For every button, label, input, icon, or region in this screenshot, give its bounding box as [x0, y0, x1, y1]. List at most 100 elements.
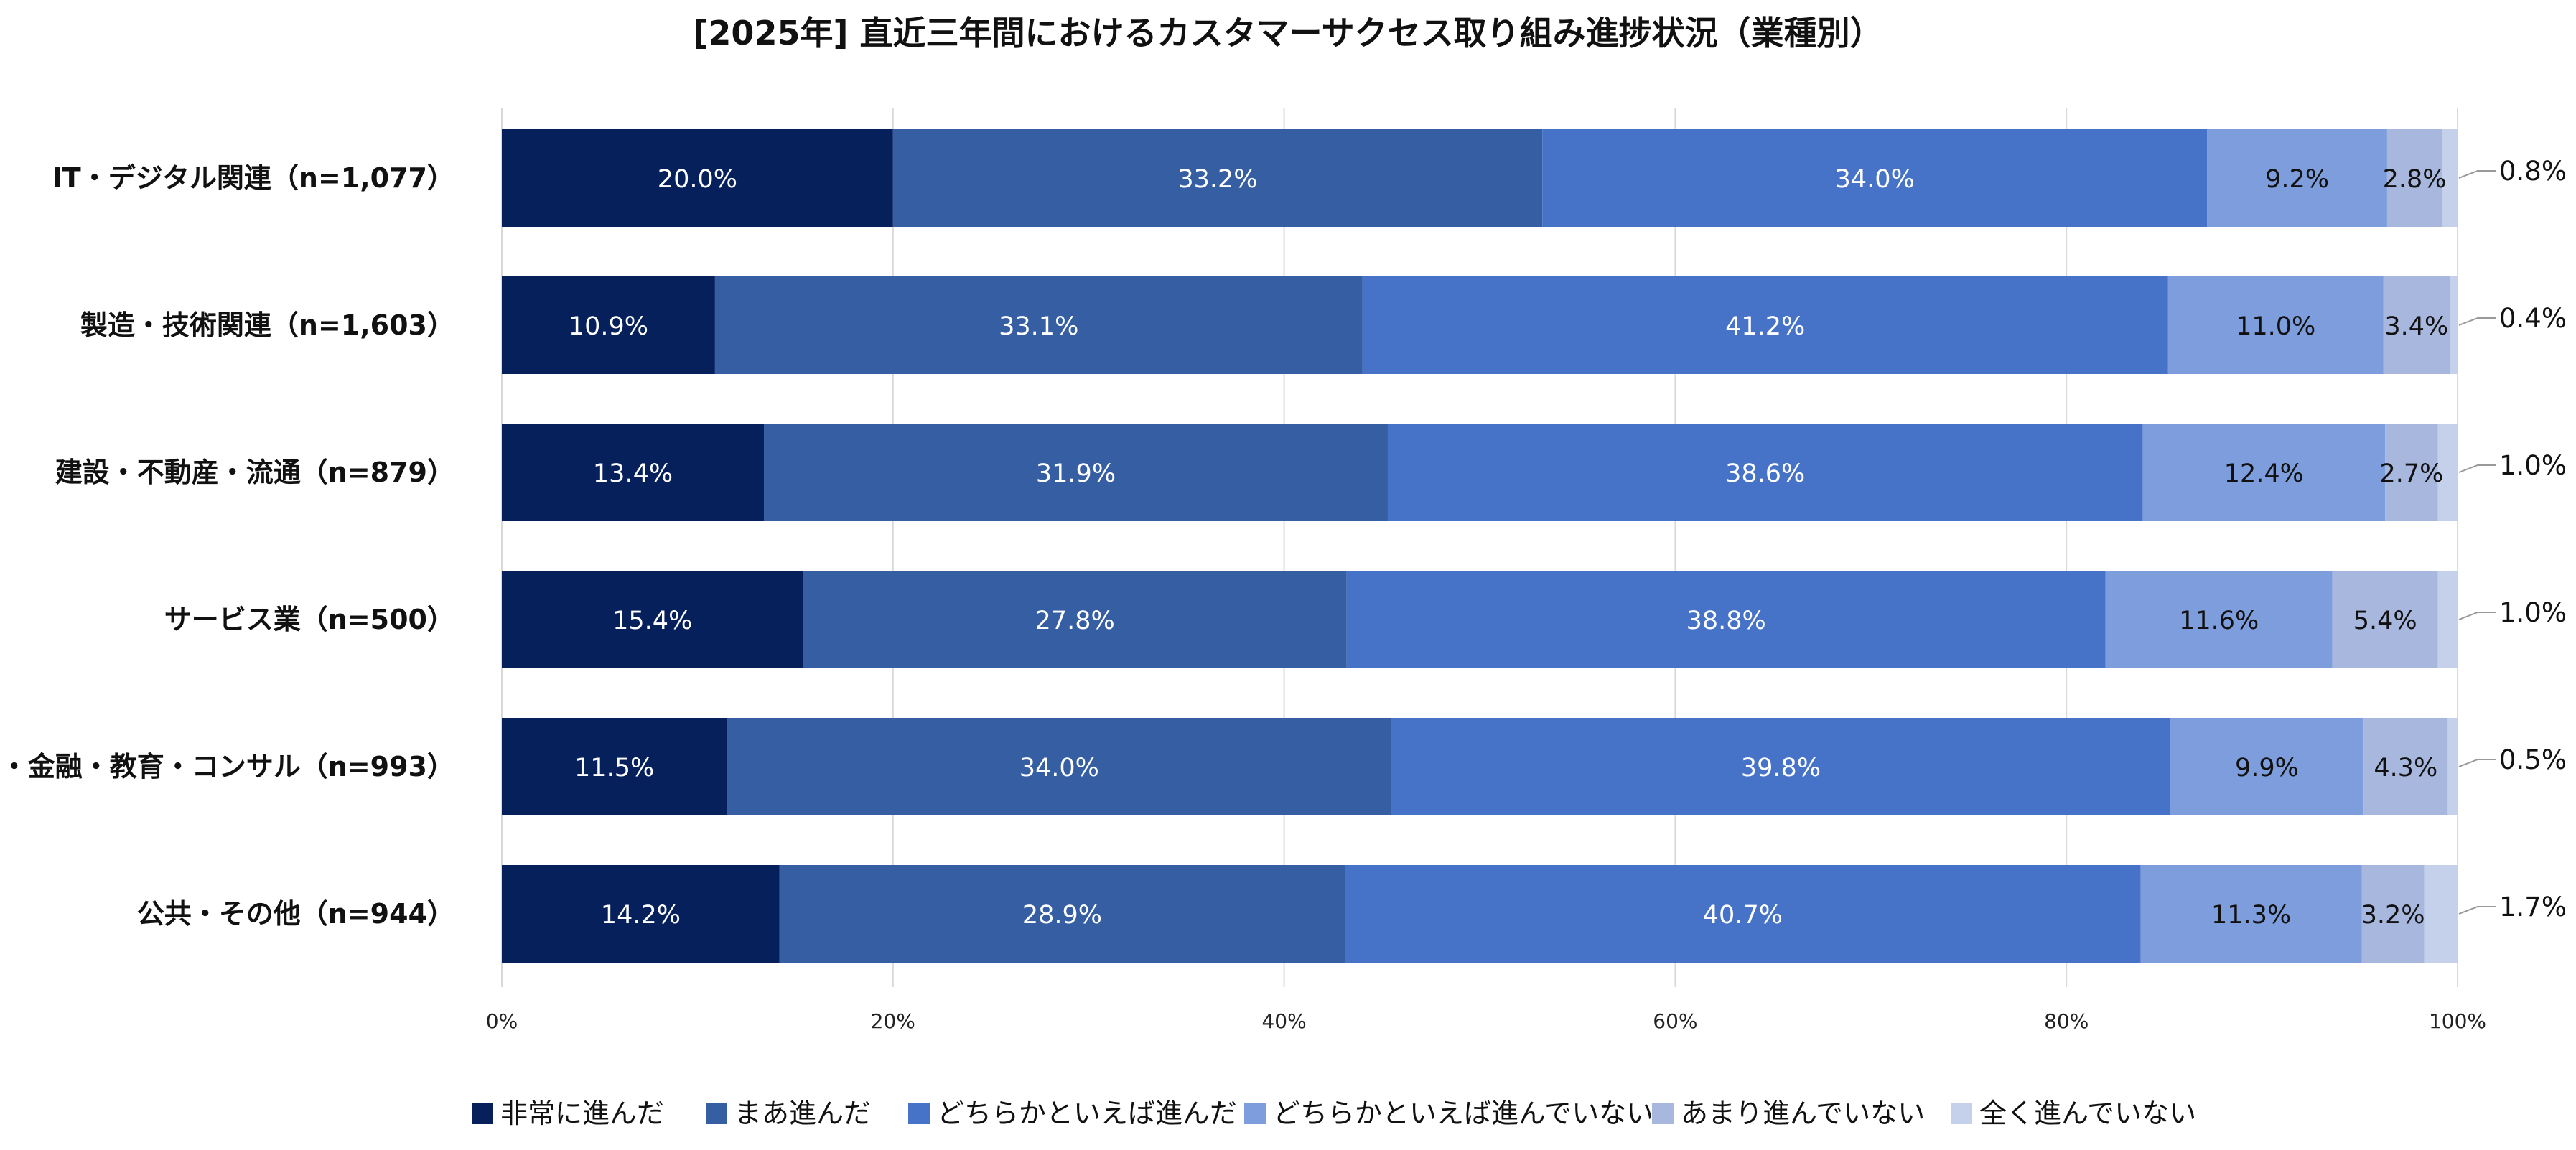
- data-label: 11.6%: [2179, 607, 2259, 635]
- data-label: 40.7%: [1703, 901, 1783, 930]
- bar-segment: [2207, 129, 2387, 227]
- category-label: 人材・金融・教育・コンサル（n=993）: [0, 751, 454, 782]
- data-label: 34.0%: [1835, 165, 1915, 194]
- bar-segment: [2361, 865, 2425, 963]
- bar-segment: [2437, 571, 2458, 668]
- x-tick-label: 80%: [2044, 1009, 2089, 1033]
- bar-segment: [2170, 718, 2364, 815]
- data-label: 38.6%: [1725, 459, 1805, 488]
- x-tick-label: 20%: [871, 1009, 915, 1033]
- bar-segment: [502, 718, 727, 815]
- bar-segment: [1387, 424, 2143, 521]
- data-label: 0.8%: [2499, 156, 2567, 187]
- legend-label: 全く進んでいない: [1979, 1098, 2196, 1129]
- data-label: 27.8%: [1035, 607, 1115, 635]
- category-label: IT・デジタル関連（n=1,077）: [52, 162, 454, 194]
- data-label: 38.8%: [1686, 607, 1766, 635]
- data-label: 2.7%: [2380, 459, 2444, 488]
- bar-segment: [1391, 718, 2170, 815]
- bar-segment: [1362, 276, 2168, 374]
- data-label: 0.5%: [2499, 744, 2567, 775]
- data-label: 33.1%: [999, 312, 1078, 341]
- data-label: 3.4%: [2384, 312, 2448, 341]
- bar-segment: [502, 129, 893, 227]
- chart-title: [2025年] 直近三年間におけるカスタマーサクセス取り組み進捗状況（業種別）: [693, 14, 1882, 52]
- data-labels: IT・デジタル関連（n=1,077） 20.0% 33.2% 34.0% 9.2% 2.8…: [0, 156, 2567, 930]
- bar-segment: [714, 276, 1363, 374]
- legend-label: あまり進んでいない: [1681, 1098, 1925, 1129]
- legend-swatch: [1244, 1103, 1266, 1124]
- data-label: 2.8%: [2383, 165, 2447, 194]
- leader-line: [2458, 170, 2496, 179]
- bar-segment: [892, 129, 1543, 227]
- x-axis: 0% 20% 40% 60% 80% 100%: [486, 1009, 2486, 1033]
- data-label: 13.4%: [593, 459, 673, 488]
- data-label: 11.0%: [2236, 312, 2315, 341]
- data-label: 11.5%: [574, 754, 654, 782]
- x-tick-label: 100%: [2429, 1009, 2486, 1033]
- bar-segment: [502, 276, 715, 374]
- bar-segment: [2447, 718, 2458, 815]
- data-label: 0.4%: [2499, 303, 2567, 334]
- leader-line: [2458, 612, 2496, 620]
- bars: [502, 129, 2458, 963]
- bar-segment: [2442, 129, 2458, 227]
- legend-label: どちらかといえば進んでいない: [1273, 1098, 1653, 1129]
- data-label: 11.3%: [2211, 901, 2291, 930]
- data-label: 20.0%: [658, 165, 737, 194]
- bar-segment: [727, 718, 1392, 815]
- bar-segment: [1542, 129, 2208, 227]
- bar-segment: [502, 571, 803, 668]
- data-label: 9.2%: [2265, 165, 2329, 194]
- bar-segment: [2385, 424, 2438, 521]
- category-label: 公共・その他（n=944）: [137, 898, 454, 930]
- leader-line: [2458, 317, 2496, 326]
- gridlines: [501, 108, 2458, 987]
- bar-segment: [502, 424, 765, 521]
- legend-swatch: [1951, 1103, 1972, 1124]
- bar-segment: [2383, 276, 2450, 374]
- bar-segment: [779, 865, 1345, 963]
- data-label: 10.9%: [569, 312, 648, 341]
- data-label: 15.4%: [612, 607, 692, 635]
- data-label: 4.3%: [2374, 754, 2437, 782]
- leader-line: [2458, 759, 2496, 767]
- data-label: 41.2%: [1725, 312, 1805, 341]
- data-label: 28.9%: [1022, 901, 1102, 930]
- legend-label: まあ進んだ: [734, 1098, 871, 1129]
- category-label: サービス業（n=500）: [164, 604, 454, 635]
- data-label: 3.2%: [2361, 901, 2425, 930]
- data-label: 14.2%: [601, 901, 681, 930]
- bar-segment: [2140, 865, 2362, 963]
- legend-swatch: [472, 1103, 493, 1124]
- data-label: 9.9%: [2235, 754, 2299, 782]
- bar-segment: [2424, 865, 2458, 963]
- x-tick-label: 40%: [1261, 1009, 1306, 1033]
- data-label: 1.0%: [2499, 450, 2567, 481]
- data-label: 31.9%: [1036, 459, 1116, 488]
- legend-swatch: [1652, 1103, 1674, 1124]
- data-label: 5.4%: [2353, 607, 2417, 635]
- bar-segment: [2105, 571, 2333, 668]
- bar-segment: [1346, 571, 2106, 668]
- legend-label: 非常に進んだ: [500, 1098, 664, 1129]
- x-tick-label: 0%: [486, 1009, 518, 1033]
- data-label: 33.2%: [1177, 165, 1257, 194]
- bar-segment: [2450, 276, 2458, 374]
- category-label: 製造・技術関連（n=1,603）: [80, 309, 454, 341]
- x-tick-label: 60%: [1653, 1009, 1697, 1033]
- bar-segment: [2437, 424, 2458, 521]
- data-label: 34.0%: [1019, 754, 1099, 782]
- bar-segment: [2142, 424, 2386, 521]
- category-label: 建設・不動産・流通（n=879）: [55, 457, 454, 488]
- legend: 非常に進んだ まあ進んだ どちらかといえば進んだ どちらかといえば進んでいない あまり進…: [472, 1098, 2196, 1129]
- legend-swatch: [908, 1103, 930, 1124]
- bar-segment: [2386, 129, 2442, 227]
- bar-segment: [2363, 718, 2448, 815]
- leader-line: [2458, 464, 2496, 473]
- bar-segment: [1345, 865, 2141, 963]
- data-label: 1.0%: [2499, 597, 2567, 628]
- legend-label: どちらかといえば進んだ: [937, 1098, 1237, 1129]
- data-label: 12.4%: [2224, 459, 2304, 488]
